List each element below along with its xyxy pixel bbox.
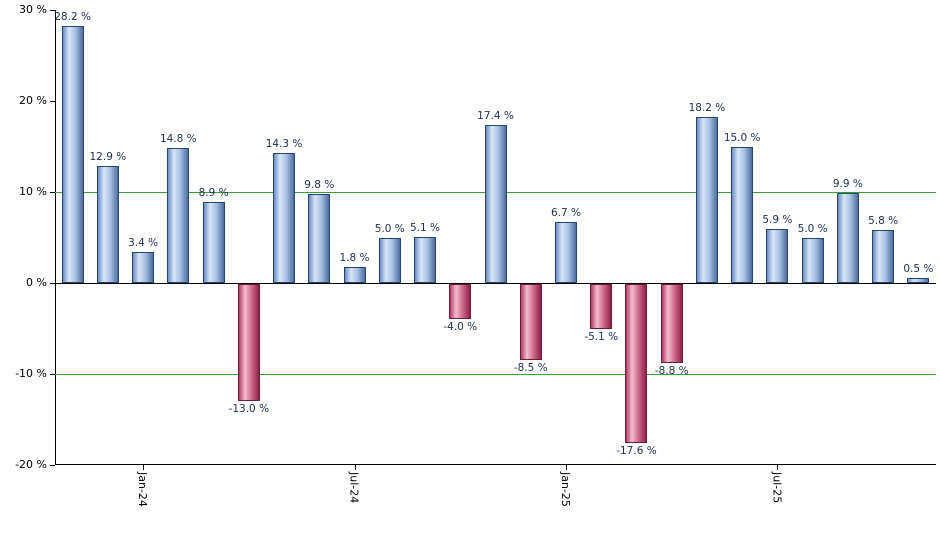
- bar-value-label: 5.9 %: [762, 214, 793, 227]
- y-tick-mark: [50, 465, 55, 466]
- bar-value-label: 14.8 %: [159, 133, 197, 146]
- y-tick-label: 10 %: [19, 185, 47, 198]
- positive-bar: [378, 237, 401, 283]
- bar-value-label: 6.7 %: [550, 207, 581, 220]
- y-tick-mark: [50, 101, 55, 102]
- negative-bar: [449, 284, 472, 320]
- bar-value-label: 18.2 %: [688, 102, 726, 115]
- negative-bar: [625, 284, 648, 444]
- x-tick-label: Jul-24: [347, 472, 361, 504]
- bar-value-label: -5.1 %: [584, 331, 619, 344]
- x-tick-mark: [143, 465, 145, 470]
- negative-bar: [590, 284, 613, 330]
- y-tick-label: 0 %: [26, 276, 47, 289]
- positive-bar: [414, 236, 437, 283]
- bar-value-label: 5.8 %: [868, 215, 899, 228]
- bar-value-label: 0.5 %: [903, 263, 934, 276]
- x-tick-mark: [777, 465, 779, 470]
- positive-bar: [167, 148, 190, 283]
- plot-area: [55, 10, 936, 465]
- y-tick-label: -10 %: [15, 367, 47, 380]
- bar-value-label: 8.9 %: [198, 187, 229, 199]
- x-tick-mark: [354, 465, 356, 470]
- bar-value-label: -8.5 %: [513, 362, 548, 375]
- negative-bar: [660, 284, 683, 364]
- x-tick-label: Jan-25: [558, 472, 572, 507]
- positive-bar: [872, 230, 895, 283]
- negative-bar: [237, 284, 260, 402]
- positive-bar: [61, 26, 84, 283]
- x-tick-label: Jul-25: [770, 472, 784, 504]
- y-tick-mark: [50, 374, 55, 375]
- gridline: [55, 374, 936, 375]
- x-tick-label: Jan-24: [136, 472, 150, 507]
- positive-bar: [96, 165, 119, 283]
- positive-bar: [308, 193, 331, 283]
- positive-bar: [273, 152, 296, 283]
- bar-value-label: 5.0 %: [374, 222, 405, 235]
- bar-value-label: -13.0 %: [228, 403, 270, 416]
- positive-bar: [801, 237, 824, 283]
- y-tick-label: -20 %: [15, 458, 47, 471]
- bar-value-label: -17.6 %: [616, 445, 657, 458]
- positive-bar: [731, 146, 754, 283]
- y-tick-label: 30 %: [19, 3, 47, 16]
- y-tick-mark: [50, 283, 55, 284]
- positive-bar: [554, 222, 577, 283]
- positive-bar: [766, 229, 789, 283]
- bar-value-label: 15.0 %: [723, 131, 761, 144]
- y-tick-label: 20 %: [19, 94, 47, 107]
- bar-value-label: 9.8 %: [304, 178, 335, 191]
- positive-bar: [132, 252, 155, 283]
- bar-value-label: -8.8 %: [654, 365, 689, 378]
- bar-value-label: 3.4 %: [128, 237, 159, 250]
- positive-bar: [343, 266, 366, 283]
- negative-bar: [519, 284, 542, 361]
- bar-value-label: 9.9 %: [832, 177, 863, 190]
- zero-axis-line: [55, 283, 936, 284]
- bar-value-label: 1.8 %: [339, 251, 370, 264]
- positive-bar: [695, 117, 718, 283]
- bar-value-label: 5.0 %: [797, 222, 828, 235]
- x-tick-mark: [565, 465, 567, 470]
- bar-value-label: -4.0 %: [443, 321, 478, 334]
- bar-value-label: 17.4 %: [477, 109, 514, 122]
- positive-bar: [836, 192, 859, 283]
- bar-value-label: 14.3 %: [265, 137, 303, 150]
- positive-bar: [907, 278, 930, 283]
- y-tick-mark: [50, 192, 55, 193]
- bar-value-label: 5.1 %: [410, 221, 441, 234]
- y-tick-mark: [50, 10, 55, 11]
- bar-value-label: 12.9 %: [89, 150, 127, 163]
- positive-bar: [202, 202, 225, 283]
- bar-value-label: 28.2 %: [54, 11, 91, 24]
- positive-bar: [484, 124, 507, 283]
